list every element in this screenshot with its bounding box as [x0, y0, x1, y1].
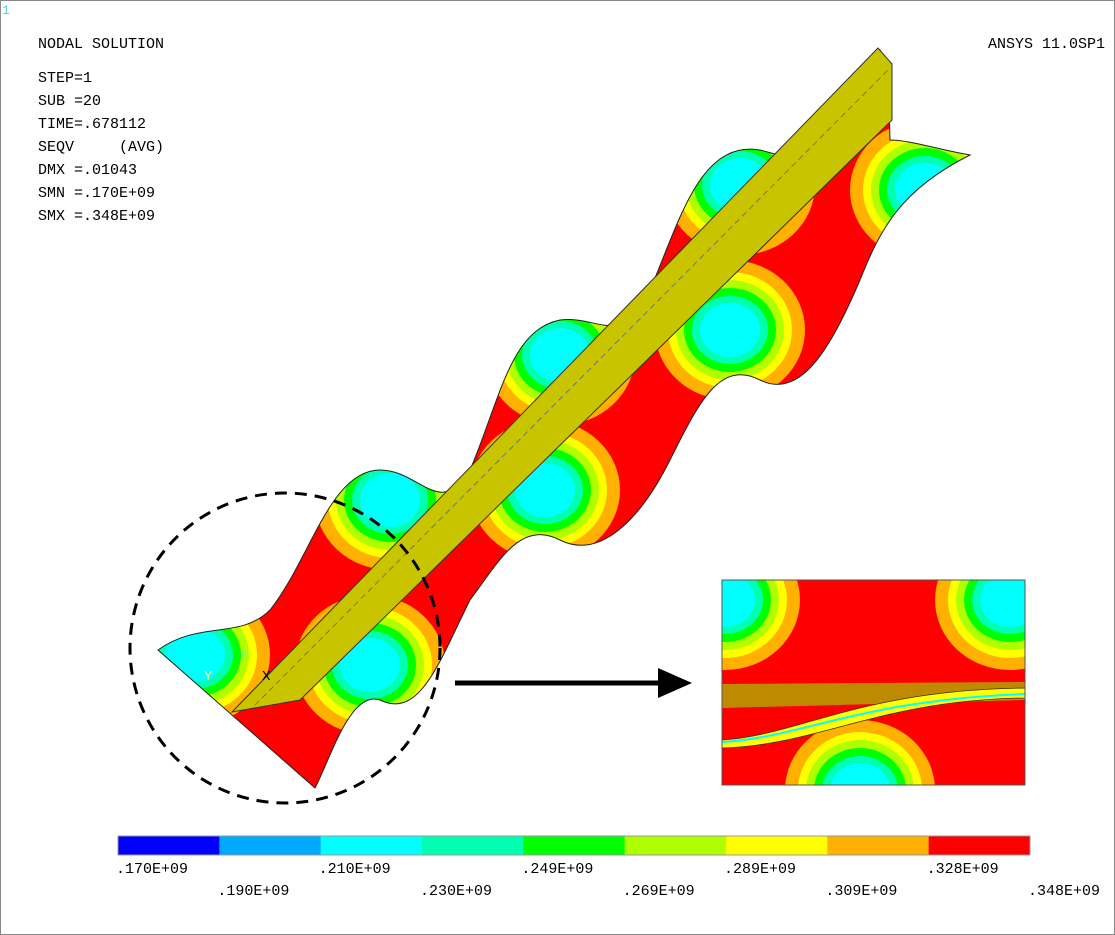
legend-label: .249E+09 — [521, 861, 593, 878]
legend-label: .210E+09 — [319, 861, 391, 878]
info-line: SMN =.170E+09 — [38, 185, 155, 202]
legend-label: .328E+09 — [927, 861, 999, 878]
ansys-window: 1 NODAL SOLUTION ANSYS 11.0SP1 STEP=1 SUB… — [0, 0, 1115, 935]
plot-title: NODAL SOLUTION — [38, 36, 164, 53]
legend-swatch — [422, 836, 524, 855]
legend-swatch — [726, 836, 828, 855]
legend-label: .348E+09 — [1028, 883, 1100, 900]
triad-z: Z — [240, 650, 247, 664]
legend-swatch — [523, 836, 625, 855]
legend-swatch — [118, 836, 220, 855]
window-number: 1 — [2, 3, 10, 18]
legend-swatch — [219, 836, 321, 855]
info-line: STEP=1 — [38, 70, 92, 87]
info-line: SMX =.348E+09 — [38, 208, 155, 225]
legend-label: .170E+09 — [116, 861, 188, 878]
info-line: TIME=.678112 — [38, 116, 146, 133]
legend-label: .230E+09 — [420, 883, 492, 900]
legend-swatch — [929, 836, 1031, 855]
legend-swatch — [625, 836, 727, 855]
info-line: DMX =.01043 — [38, 162, 137, 179]
info-line: SUB =20 — [38, 93, 101, 110]
product-version: ANSYS 11.0SP1 — [988, 36, 1105, 53]
legend-swatch — [321, 836, 423, 855]
legend-swatch — [827, 836, 929, 855]
info-line: SEQV (AVG) — [38, 139, 164, 156]
legend-label: .309E+09 — [825, 883, 897, 900]
legend-label: .190E+09 — [217, 883, 289, 900]
triad-x: X — [262, 669, 271, 685]
legend-label: .289E+09 — [724, 861, 796, 878]
triad-y: Y — [204, 669, 213, 685]
legend-label: .269E+09 — [623, 883, 695, 900]
